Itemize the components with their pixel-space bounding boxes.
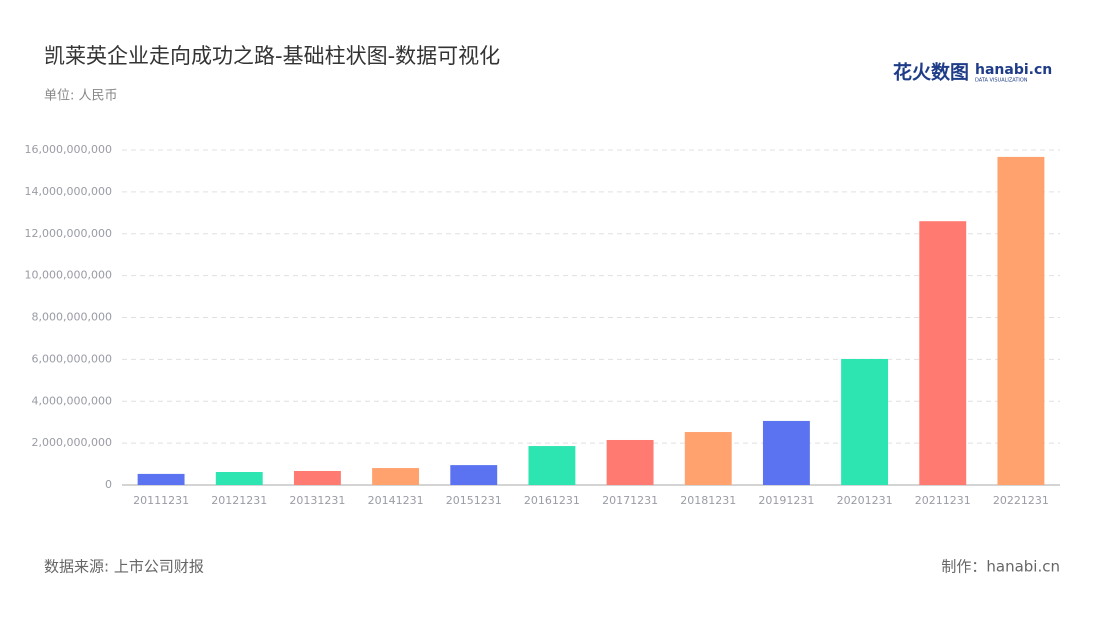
y-tick-label: 8,000,000,000 (32, 311, 112, 324)
bar (450, 465, 498, 485)
y-tick-label: 2,000,000,000 (32, 436, 112, 449)
y-tick-label: 6,000,000,000 (32, 352, 112, 365)
bar (919, 221, 967, 485)
credit-note: 制作：hanabi.cn (941, 558, 1060, 576)
x-tick-label: 20171231 (602, 494, 658, 507)
logo-tagline: DATA VISUALIZATION (975, 78, 1028, 84)
y-tick-label: 16,000,000,000 (25, 143, 112, 156)
y-tick-label: 12,000,000,000 (25, 227, 112, 240)
x-tick-label: 20131231 (289, 494, 345, 507)
x-tick-label: 20211231 (915, 494, 971, 507)
source-note: 数据来源: 上市公司财报 (44, 558, 204, 576)
y-tick-label: 10,000,000,000 (25, 269, 112, 282)
bar (293, 470, 341, 485)
logo-site: hanabi.cn (975, 62, 1052, 78)
y-tick-label: 14,000,000,000 (25, 185, 112, 198)
bar (528, 446, 576, 485)
x-tick-label: 20181231 (680, 494, 736, 507)
y-tick-label: 0 (105, 478, 112, 491)
bar (215, 472, 263, 485)
x-tick-label: 20161231 (524, 494, 580, 507)
logo-name: 花火数图 (893, 61, 969, 84)
x-tick-label: 20141231 (368, 494, 424, 507)
x-tick-label: 20191231 (758, 494, 814, 507)
x-tick-label: 20151231 (446, 494, 502, 507)
bar (137, 473, 185, 485)
bar (684, 432, 732, 485)
bar (762, 420, 810, 485)
y-tick-label: 4,000,000,000 (32, 394, 112, 407)
bar (997, 156, 1045, 486)
x-tick-label: 20111231 (133, 494, 189, 507)
bar (372, 468, 420, 485)
chart-subtitle: 单位: 人民币 (44, 89, 118, 104)
x-tick-label: 20221231 (993, 494, 1049, 507)
x-tick-label: 20201231 (837, 494, 893, 507)
x-tick-label: 20121231 (211, 494, 267, 507)
bar (606, 439, 654, 485)
bar (841, 358, 889, 485)
chart-title: 凯莱英企业走向成功之路-基础柱状图-数据可视化 (44, 44, 500, 68)
